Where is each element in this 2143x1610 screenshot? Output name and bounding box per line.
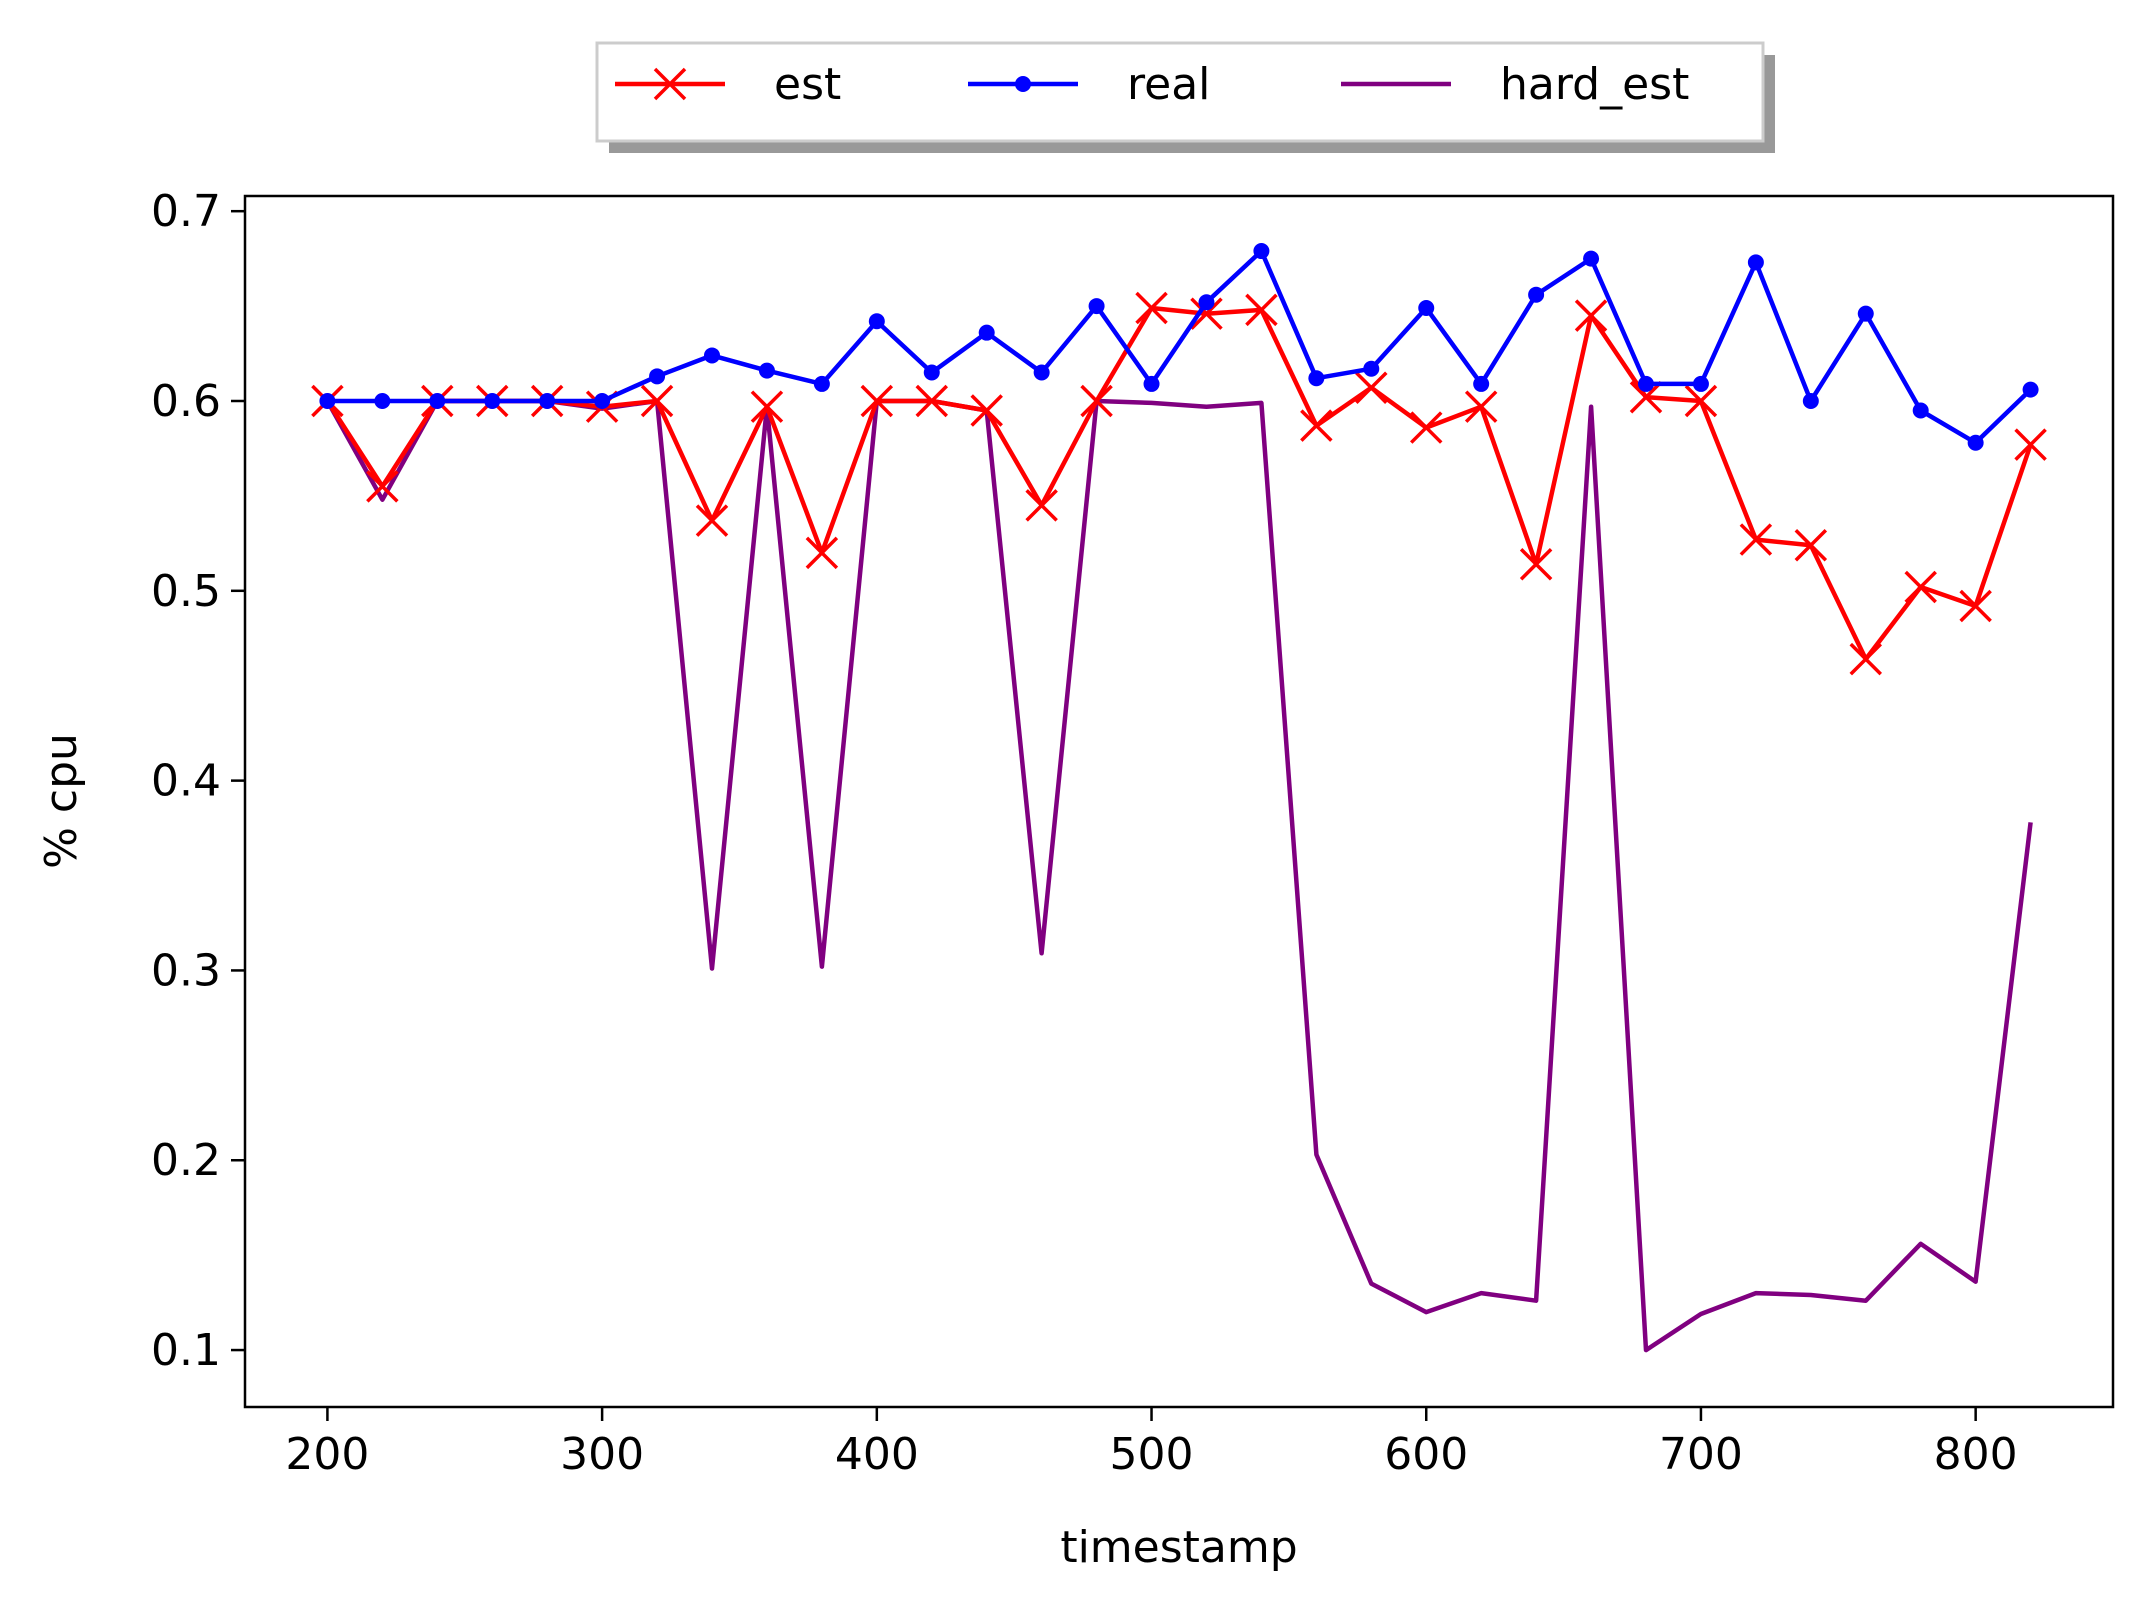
data-point bbox=[1912, 402, 1929, 419]
legend-marker bbox=[1015, 76, 1031, 92]
legend-marker bbox=[653, 67, 687, 101]
data-point bbox=[1190, 297, 1223, 330]
data-point bbox=[1025, 489, 1058, 522]
series-layer bbox=[311, 243, 2047, 1353]
data-point bbox=[1519, 547, 1553, 581]
data-point bbox=[1245, 293, 1278, 327]
y-tick-label: 0.1 bbox=[151, 1325, 221, 1376]
legend-item-hard-est: hard_est bbox=[1341, 59, 1689, 110]
series-line bbox=[327, 248, 2033, 446]
data-point bbox=[750, 390, 784, 423]
data-point bbox=[1583, 250, 1600, 267]
plot-area bbox=[243, 194, 2115, 1409]
data-point bbox=[649, 368, 666, 385]
data-point bbox=[813, 375, 830, 392]
series-line bbox=[325, 305, 2033, 662]
legend-label: real bbox=[1127, 59, 1210, 110]
data-point bbox=[805, 536, 839, 570]
x-tick-label: 700 bbox=[1659, 1429, 1743, 1480]
y-axis-label: % cpu bbox=[36, 733, 87, 869]
data-point bbox=[1904, 570, 1937, 604]
x-tick-label: 300 bbox=[560, 1429, 644, 1480]
data-point bbox=[1574, 299, 1608, 332]
data-point bbox=[1528, 286, 1545, 303]
data-point bbox=[2014, 428, 2047, 461]
data-point bbox=[1794, 529, 1828, 562]
data-point bbox=[1967, 434, 1984, 451]
data-point bbox=[640, 384, 674, 418]
data-point bbox=[539, 392, 556, 409]
data-point bbox=[374, 392, 391, 409]
data-point bbox=[366, 470, 399, 503]
data-point bbox=[1959, 589, 1992, 623]
y-axis: 0.1 0.2 0.3 0.4 0.5 0.6 0.7 bbox=[151, 186, 245, 1376]
plot-frame bbox=[243, 194, 2115, 1409]
x-tick-label: 400 bbox=[835, 1429, 919, 1480]
data-point bbox=[1739, 523, 1773, 556]
data-point bbox=[484, 392, 501, 409]
series-est bbox=[311, 291, 2047, 676]
data-point bbox=[1692, 375, 1709, 392]
data-point bbox=[1308, 370, 1325, 387]
x-axis: 200 300 400 500 600 700 800 bbox=[285, 1407, 2018, 1480]
data-point bbox=[594, 392, 611, 409]
y-tick-label: 0.3 bbox=[151, 945, 221, 996]
data-point bbox=[1135, 291, 1168, 325]
data-point bbox=[1300, 409, 1333, 442]
data-point bbox=[860, 384, 894, 418]
data-point bbox=[1088, 298, 1105, 315]
data-point bbox=[1629, 380, 1663, 414]
data-point bbox=[1418, 299, 1435, 316]
data-point bbox=[1802, 392, 1819, 409]
data-point bbox=[1747, 254, 1764, 271]
x-tick-label: 500 bbox=[1110, 1429, 1194, 1480]
data-point bbox=[1033, 364, 1050, 381]
data-point bbox=[429, 392, 446, 409]
data-point bbox=[970, 394, 1003, 427]
data-point bbox=[1684, 384, 1718, 418]
legend-items: est real hard_est bbox=[615, 59, 1689, 110]
data-point bbox=[1080, 384, 1113, 418]
data-point bbox=[1849, 642, 1882, 676]
data-point bbox=[2022, 381, 2039, 398]
legend-item-real: real bbox=[968, 59, 1210, 110]
data-point bbox=[1464, 390, 1498, 423]
y-tick-label: 0.2 bbox=[151, 1135, 221, 1186]
y-tick-label: 0.4 bbox=[151, 756, 221, 807]
series-real bbox=[319, 243, 2039, 451]
y-tick-label: 0.5 bbox=[151, 566, 221, 617]
legend-label: est bbox=[774, 59, 841, 110]
data-point bbox=[695, 504, 729, 537]
x-tick-label: 600 bbox=[1384, 1429, 1468, 1480]
y-tick-label: 0.7 bbox=[151, 186, 221, 237]
x-axis-label: timestamp bbox=[1060, 1522, 1297, 1573]
data-point bbox=[1410, 411, 1443, 444]
data-point bbox=[1198, 294, 1215, 311]
data-point bbox=[1143, 375, 1160, 392]
legend-item-est: est bbox=[615, 59, 841, 110]
legend-box bbox=[595, 41, 1765, 143]
data-point bbox=[1857, 305, 1874, 322]
data-point bbox=[319, 392, 336, 409]
data-point bbox=[915, 384, 949, 418]
data-point bbox=[923, 364, 940, 381]
data-point bbox=[758, 362, 775, 379]
data-point bbox=[1473, 375, 1490, 392]
data-point bbox=[978, 324, 995, 341]
data-point bbox=[1638, 375, 1654, 392]
x-tick-label: 800 bbox=[1934, 1429, 2018, 1480]
legend-label: hard_est bbox=[1500, 59, 1689, 110]
y-tick-label: 0.6 bbox=[151, 376, 221, 427]
data-point bbox=[868, 313, 885, 330]
legend: est real hard_est bbox=[595, 41, 1775, 153]
data-point bbox=[704, 347, 720, 364]
x-tick-label: 200 bbox=[285, 1429, 369, 1480]
data-point bbox=[1253, 243, 1270, 260]
data-point bbox=[1355, 371, 1388, 404]
data-point bbox=[1363, 360, 1380, 377]
